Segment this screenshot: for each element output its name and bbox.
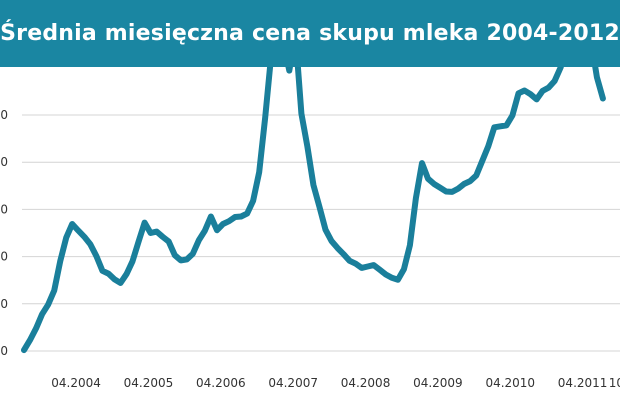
y-tick-label: 0 xyxy=(0,202,8,216)
x-tick-label: 04.2005 xyxy=(124,376,174,390)
x-tick-label: 04.2007 xyxy=(268,376,318,390)
y-tick-label: 0 xyxy=(0,250,8,264)
y-tick-labels: 0 0 0 0 0 0 xyxy=(0,108,8,358)
x-tick-label: 04.2004 xyxy=(51,376,101,390)
x-tick-label: 04.2009 xyxy=(413,376,463,390)
x-tick-label: 04.2011 xyxy=(558,376,608,390)
y-tick-label: 0 xyxy=(0,297,8,311)
x-tick-label: 04.2008 xyxy=(341,376,391,390)
price-series-line xyxy=(21,21,606,354)
y-tick-label: 0 xyxy=(0,344,8,358)
x-tick-labels: 04.2004 04.2005 04.2006 04.2007 04.2008 04.20… xyxy=(51,376,620,390)
gridlines xyxy=(22,114,620,352)
chart-title: Średnia miesięczna cena skupu mleka 2004… xyxy=(0,21,620,46)
x-tick-label: 10 xyxy=(609,376,620,390)
y-tick-label: 0 xyxy=(0,155,8,169)
title-bar: Średnia miesięczna cena skupu mleka 2004… xyxy=(0,0,620,67)
x-tick-label: 04.2006 xyxy=(196,376,246,390)
y-tick-label: 0 xyxy=(0,108,8,122)
x-tick-label: 04.2010 xyxy=(485,376,535,390)
